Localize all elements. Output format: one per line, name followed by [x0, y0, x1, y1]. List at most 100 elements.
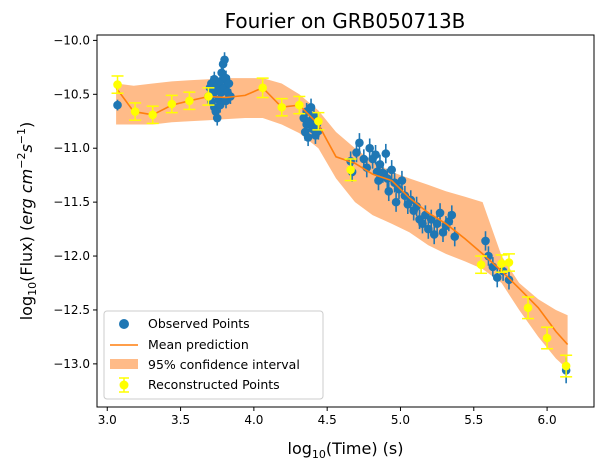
- legend-recon-marker: [119, 380, 129, 390]
- plot-frame: [96, 34, 595, 408]
- observed-marker: [220, 55, 229, 65]
- observed-marker: [447, 210, 457, 220]
- reconstructed-point: [541, 326, 554, 350]
- observed-marker: [303, 133, 313, 142]
- mean-line-layer: [115, 86, 569, 346]
- observed-marker: [435, 208, 445, 218]
- x-tick-label: 4.5: [318, 413, 337, 427]
- observed-marker: [381, 149, 391, 158]
- observed-marker: [374, 176, 383, 185]
- observed-point: [371, 144, 380, 165]
- observed-marker: [391, 197, 401, 207]
- legend-recon-label: Reconstructed Points: [148, 377, 280, 392]
- reconstructed-point: [312, 111, 325, 131]
- reconstructed-point: [111, 75, 124, 94]
- observed-point: [387, 160, 396, 180]
- observed-point: [381, 143, 391, 164]
- reconstructed-marker: [204, 92, 213, 101]
- reconstructed-marker: [258, 83, 267, 93]
- y-tick-label: −10.5: [53, 87, 90, 101]
- reconstructed-point: [256, 77, 269, 99]
- reconstructed-marker: [346, 165, 355, 175]
- observed-marker: [504, 275, 514, 285]
- y-tick-label: −11.5: [53, 195, 90, 209]
- reconstructed-point: [146, 105, 159, 125]
- reconstructed-marker: [523, 303, 533, 313]
- observed-point: [224, 75, 234, 92]
- confidence-band-layer: [116, 78, 568, 370]
- observed-point: [220, 52, 229, 68]
- observed-marker: [212, 113, 222, 123]
- mean-prediction-line: [115, 86, 569, 346]
- reconstructed-point: [165, 94, 178, 114]
- observed-point: [212, 110, 222, 126]
- legend-observed-label: Observed Points: [148, 316, 250, 331]
- reconstructed-marker: [542, 333, 552, 343]
- x-tick-label: 5.5: [464, 413, 483, 427]
- observed-point: [447, 205, 457, 225]
- observed-marker: [492, 273, 502, 282]
- y-axis-label: log10(Flux) (erg cm−2s−1): [15, 122, 39, 321]
- observed-point: [303, 128, 313, 147]
- reconstructed-point: [502, 253, 515, 272]
- observed-marker: [384, 187, 394, 196]
- reconstructed-point: [522, 296, 535, 320]
- y-tick-label: −12.0: [53, 249, 90, 263]
- reconstructed-marker: [113, 80, 122, 89]
- legend-box: [103, 310, 324, 400]
- reconstructed-marker: [130, 107, 140, 116]
- observed-point: [492, 267, 502, 288]
- chart-title: Fourier on GRB050713B: [225, 9, 466, 33]
- reconstructed-point: [293, 95, 306, 115]
- observed-marker: [355, 138, 364, 148]
- reconstructed-marker: [476, 260, 486, 269]
- reconstructed-marker: [185, 96, 194, 106]
- observed-point: [355, 133, 364, 153]
- reconstructed-marker: [561, 361, 571, 371]
- observed-point: [384, 181, 394, 202]
- reconstructed-marker: [314, 116, 323, 126]
- x-tick-label: 4.0: [244, 413, 263, 427]
- reconstructed-marker: [504, 258, 514, 267]
- y-tick-label: −12.5: [53, 303, 90, 317]
- observed-marker: [371, 150, 380, 159]
- reconstructed-marker: [497, 259, 506, 268]
- reconstructed-point: [202, 87, 215, 106]
- legend-observed-marker: [119, 319, 129, 329]
- legend-mean-label: Mean prediction: [148, 337, 249, 352]
- y-tick-label: −13.0: [53, 357, 90, 371]
- observed-marker: [113, 100, 122, 110]
- reconstructed-marker: [148, 110, 158, 120]
- observed-point: [113, 99, 122, 111]
- observed-point: [374, 170, 383, 191]
- x-tick-label: 3.0: [98, 413, 117, 427]
- legend-confidence-swatch: [110, 359, 138, 369]
- legend: Observed Points Mean prediction 95% conf…: [103, 310, 324, 400]
- observed-point: [504, 270, 514, 290]
- reconstructed-point: [560, 354, 573, 378]
- plot-area: [111, 52, 573, 384]
- observed-marker: [397, 176, 407, 185]
- observed-marker: [224, 79, 234, 88]
- reconstructed-point: [183, 91, 196, 111]
- reconstructed-marker: [295, 100, 304, 110]
- y-tick-label: −11.0: [53, 141, 90, 155]
- reconstructed-point: [475, 255, 488, 275]
- x-axis-label: log10(Time) (s): [288, 439, 404, 461]
- confidence-band: [116, 78, 568, 370]
- y-tick-label: −10.0: [53, 33, 90, 47]
- reconstructed-point: [344, 158, 357, 182]
- reconstructed-points-layer: [111, 75, 573, 378]
- observed-marker: [387, 165, 396, 175]
- observed-point: [481, 231, 490, 251]
- observed-marker: [450, 232, 460, 241]
- observed-point: [391, 192, 401, 212]
- x-tick-label: 6.0: [538, 413, 557, 427]
- x-tick-label: 5.0: [391, 413, 410, 427]
- legend-confidence-label: 95% confidence interval: [148, 357, 300, 372]
- reconstructed-point: [275, 97, 288, 117]
- x-tick-label: 3.5: [171, 413, 190, 427]
- observed-marker: [481, 236, 490, 246]
- reconstructed-point: [495, 254, 508, 273]
